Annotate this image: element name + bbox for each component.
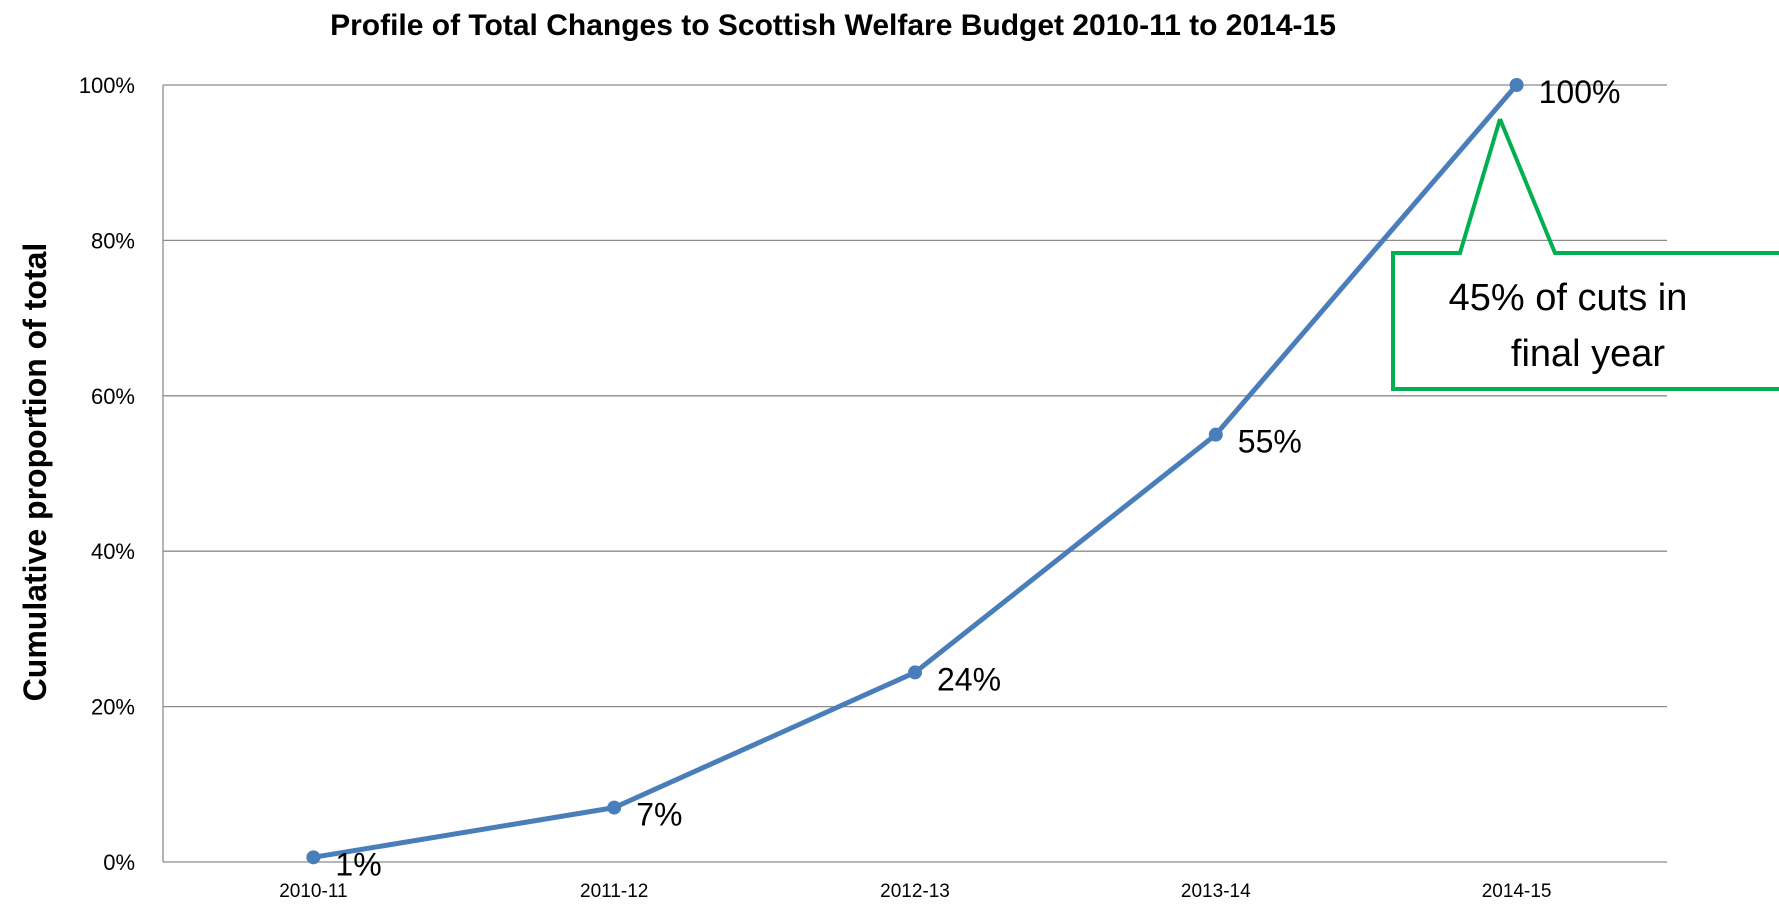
y-tick-label: 100% (79, 73, 135, 98)
y-tick-label: 0% (103, 850, 135, 875)
data-label: 7% (636, 797, 682, 833)
x-tick-label: 2014-15 (1482, 881, 1552, 902)
series-line (312, 83, 1519, 860)
y-axis-label: Cumulative proportion of total (17, 243, 53, 702)
y-tick-label: 20% (91, 695, 135, 720)
data-point (1208, 427, 1223, 442)
data-label: 100% (1539, 74, 1621, 110)
x-tick-label: 2012-13 (880, 881, 950, 902)
y-axis-ticks: 0% 20% 40% 60% 80% 100% (79, 73, 135, 875)
gridlines (163, 84, 1667, 708)
series-cumulative (306, 78, 1524, 865)
callout-line-2: final year (1511, 333, 1666, 375)
y-tick-label: 40% (91, 539, 135, 564)
annotation-callout: 45% of cuts in final year (1391, 118, 1779, 391)
callout-box (1391, 118, 1779, 391)
y-tick-label: 60% (91, 384, 135, 409)
chart-title: Profile of Total Changes to Scottish Wel… (330, 9, 1336, 42)
x-tick-label: 2010-11 (279, 881, 347, 902)
callout-line-1: 45% of cuts in (1449, 277, 1688, 319)
data-label: 55% (1238, 424, 1302, 460)
data-labels: 1% 7% 24% 55% 100% (335, 74, 1620, 882)
x-tick-label: 2013-14 (1181, 881, 1251, 902)
data-point (908, 665, 922, 680)
x-tick-label: 2011-12 (580, 881, 648, 902)
y-tick-label: 80% (91, 228, 135, 253)
data-point (1509, 78, 1524, 92)
data-point (607, 800, 622, 815)
data-label: 1% (335, 846, 381, 882)
data-point (306, 850, 321, 865)
x-axis-ticks: 2010-11 2011-12 2012-13 2013-14 2014-15 (279, 881, 1551, 902)
data-label: 24% (937, 661, 1001, 697)
